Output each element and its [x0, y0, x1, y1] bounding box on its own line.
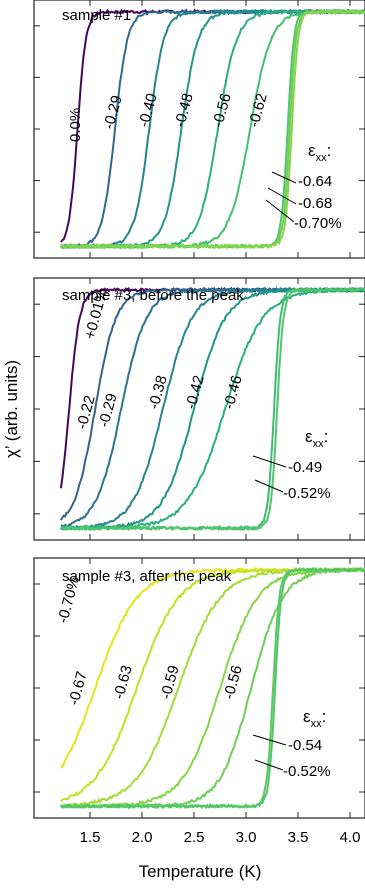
strain-label: εxx:: [308, 141, 331, 164]
curve-label: -0.52%: [283, 763, 331, 780]
label-leader: [252, 455, 287, 468]
panel-2: sample #3, before the peak+0.01%-0.22-0.…: [33, 277, 365, 541]
curve-label: -0.49: [288, 459, 322, 476]
curve-label: -0.56: [209, 92, 234, 129]
panel-title: sample #1: [62, 7, 131, 24]
x-axis-title: Temperature (K): [139, 862, 262, 881]
label-leader: [252, 734, 287, 746]
curve-label: -0.67: [65, 670, 90, 707]
x-tick-label: 2.5: [184, 829, 205, 846]
panel-1: sample #1 0.0% -0.29 -0.40 -0.48 -0.56 -0.62 -0…: [33, 0, 365, 259]
curve-label: -0.29: [95, 392, 120, 429]
label-leader: [267, 187, 297, 205]
strain-label: εxx:: [305, 427, 328, 450]
curve-label: -0.54: [288, 737, 322, 754]
x-tick-label: 3.5: [288, 829, 309, 846]
curve-label: -0.59: [157, 664, 182, 701]
panel-title: sample #3, before the peak: [62, 287, 244, 304]
curve-label: -0.68: [298, 195, 332, 212]
curve-label: -0.52%: [283, 485, 331, 502]
curve-label: -0.64: [298, 173, 332, 190]
label-leader: [271, 171, 297, 184]
curve-label: -0.42: [182, 374, 207, 411]
curve-label: -0.46: [220, 374, 245, 411]
curve-label: 0.0%: [67, 108, 84, 142]
label-leader: [254, 759, 284, 771]
label-leader: [265, 199, 295, 223]
y-axis-title: χ’ (arb. units): [2, 360, 21, 458]
curve-label: -0.48: [171, 92, 196, 129]
x-tick-label: 3.0: [236, 829, 257, 846]
curve-label: -0.70%: [54, 575, 83, 625]
panel-title: sample #3, after the peak: [62, 568, 232, 585]
series-line: [60, 566, 365, 810]
curve-label: -0.40: [135, 92, 160, 129]
strain-label: εxx:: [303, 707, 326, 730]
x-tick-label: 4.0: [340, 829, 361, 846]
curve-label: -0.63: [110, 664, 135, 701]
series-line: [60, 8, 365, 250]
curve-label: -0.29: [100, 94, 125, 131]
x-tick-label: 2.0: [132, 829, 153, 846]
label-leader: [254, 479, 284, 493]
curve-label: -0.56: [220, 664, 245, 701]
series-line: [60, 287, 365, 532]
curve-label: -0.70%: [294, 215, 342, 232]
panel-3: sample #3, after the peak-0.70% -0.67 -0.6…: [33, 557, 365, 819]
x-tick-label: 1.5: [80, 829, 101, 846]
curve-label: -0.62: [245, 92, 270, 129]
